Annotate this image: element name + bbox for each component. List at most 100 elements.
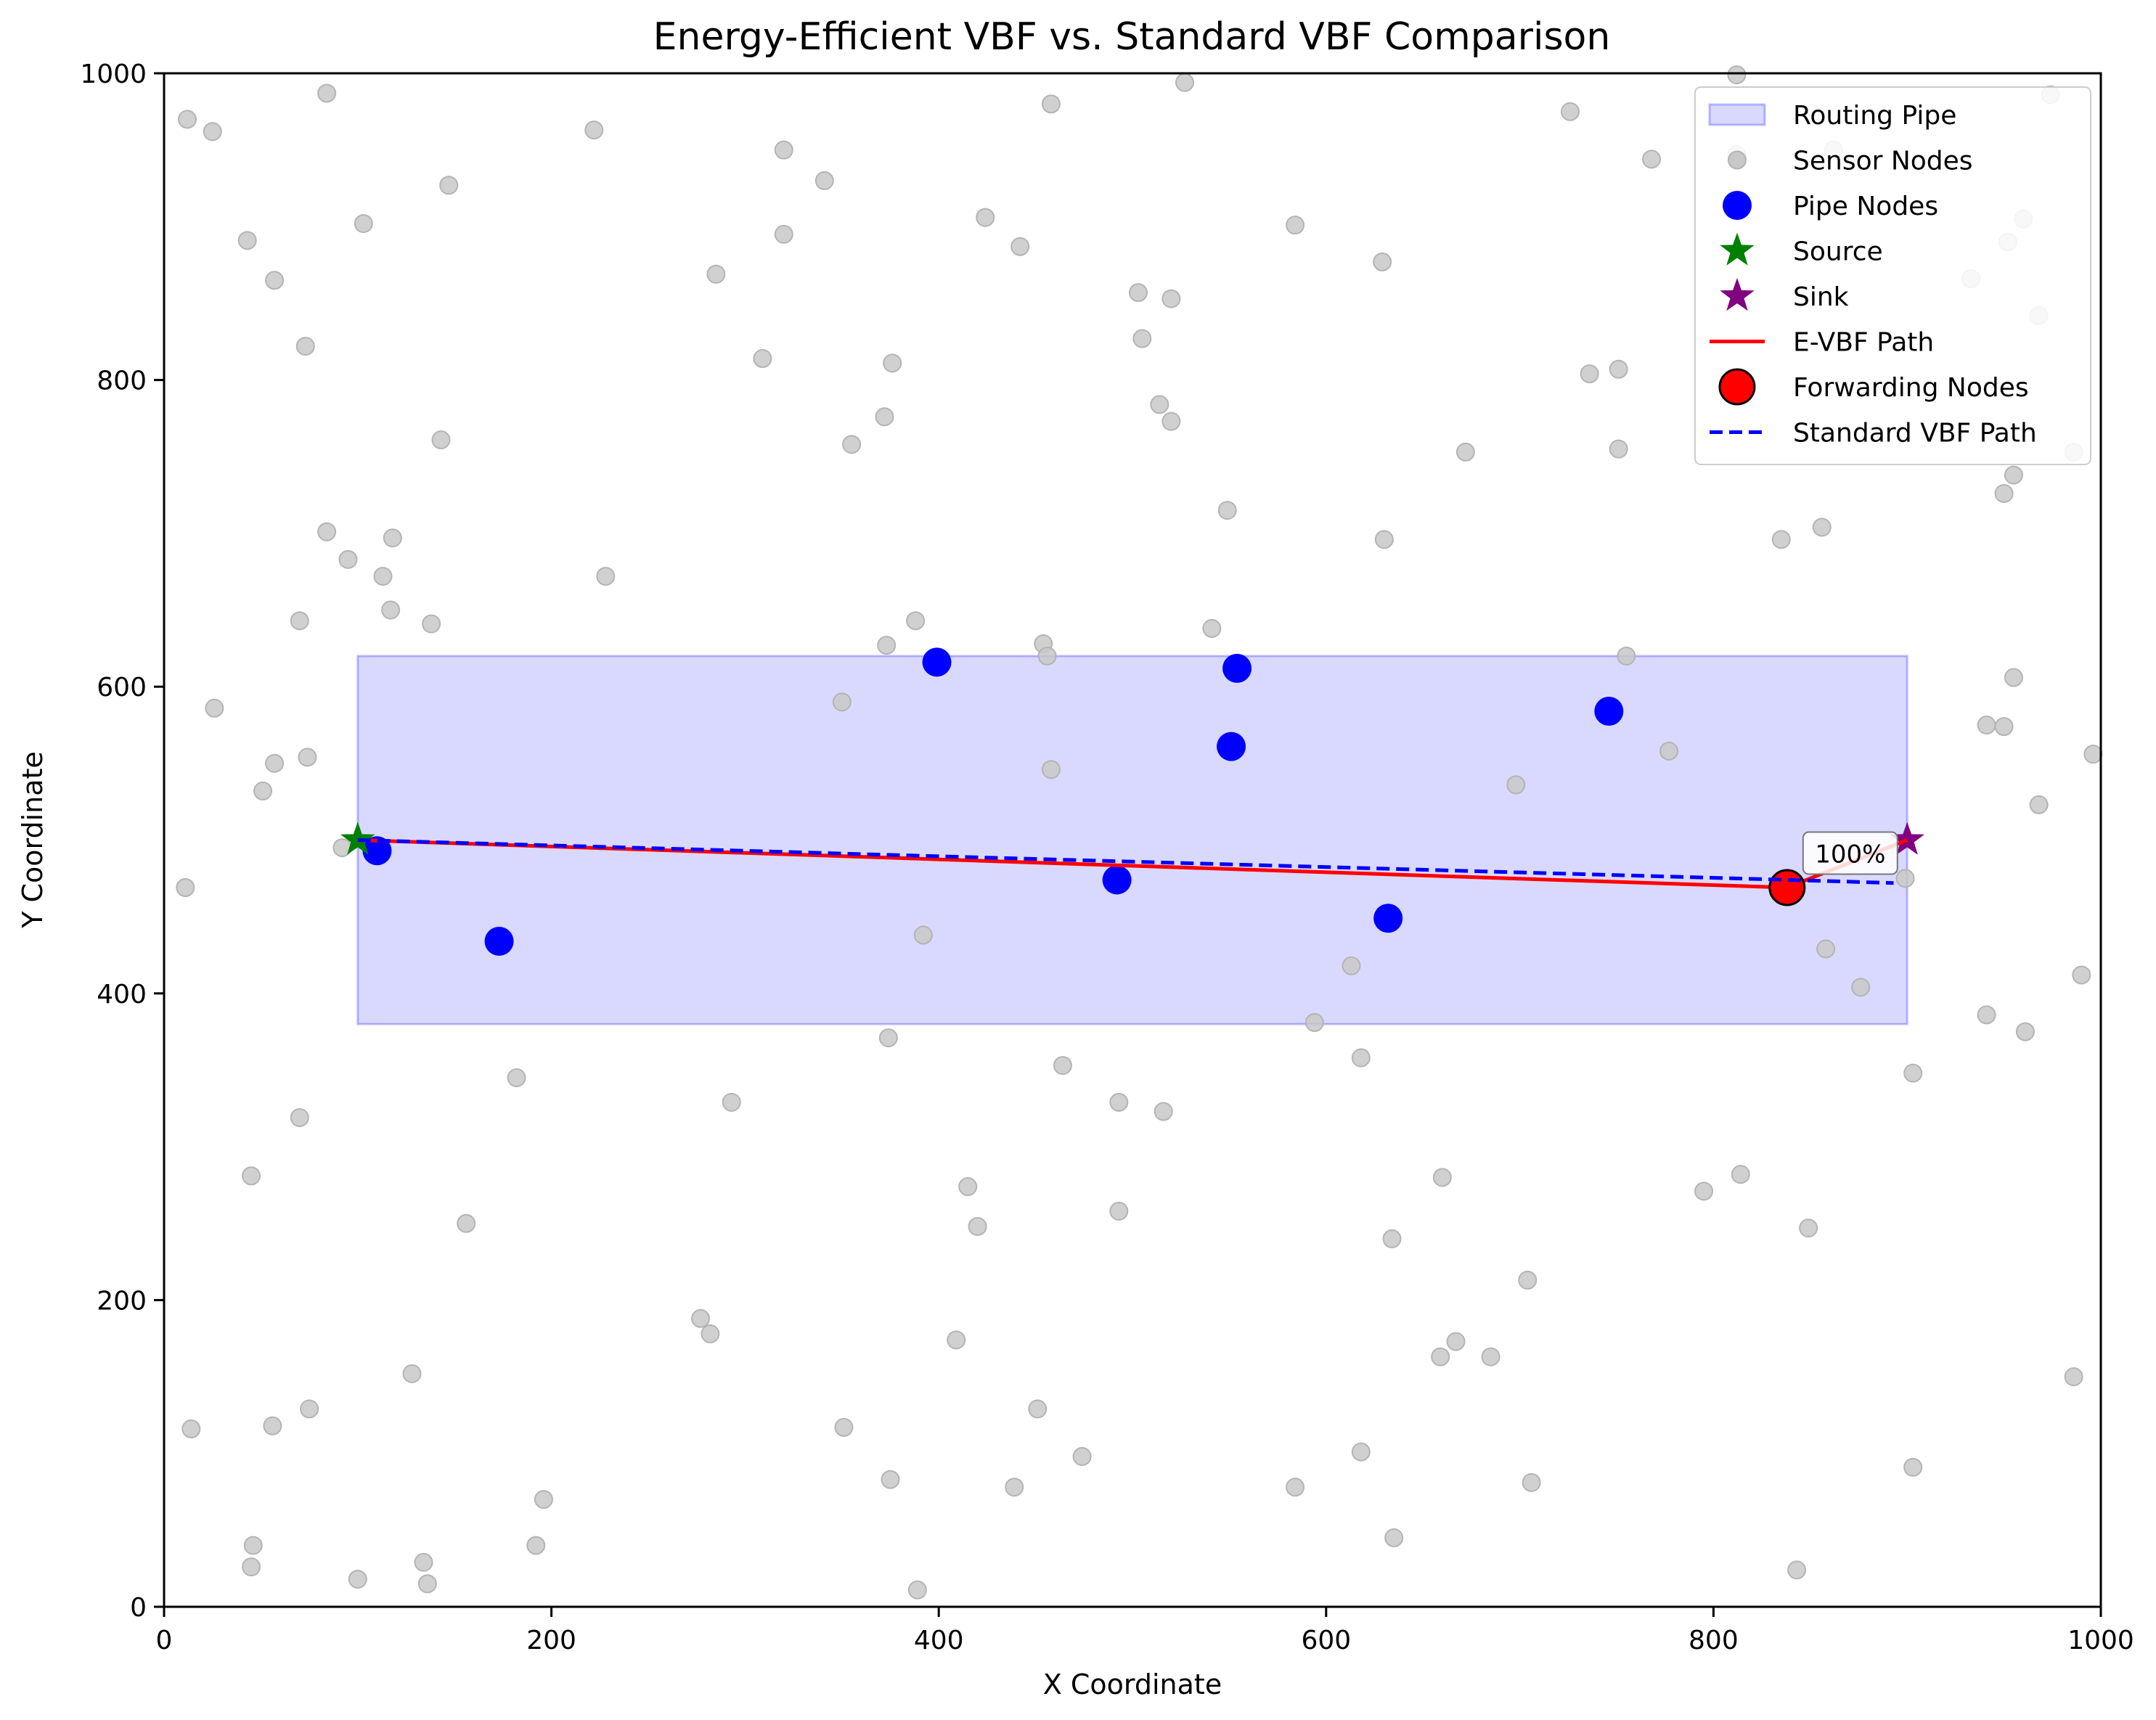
sensor-node bbox=[253, 781, 273, 800]
sensor-node bbox=[2083, 745, 2103, 764]
sensor-node bbox=[1895, 869, 1915, 888]
sensor-node bbox=[205, 698, 224, 718]
sensor-node bbox=[906, 611, 926, 631]
sensor-node bbox=[431, 430, 451, 450]
sensor-node bbox=[1373, 252, 1392, 271]
annotation-box bbox=[1802, 831, 1898, 875]
sensor-node bbox=[958, 1177, 978, 1197]
plot-area: 100% bbox=[176, 65, 2103, 1600]
x-tick-label: 0 bbox=[156, 1626, 173, 1655]
sensor-node bbox=[1812, 517, 1832, 537]
sensor-node bbox=[1053, 1056, 1072, 1076]
sensor-node bbox=[1351, 1442, 1371, 1462]
sensor-node bbox=[1109, 1092, 1129, 1112]
sensor-node bbox=[1041, 760, 1061, 779]
sensor-node bbox=[242, 1557, 261, 1577]
sensor-node bbox=[881, 1470, 900, 1489]
legend-label: Forwarding Nodes bbox=[1793, 373, 2029, 403]
annotation-label: 100% bbox=[1815, 840, 1885, 869]
y-axis-ticks: 0 200 400 600 800 1000 bbox=[80, 60, 164, 1623]
sensor-node bbox=[526, 1536, 546, 1555]
sensor-node bbox=[976, 208, 995, 227]
sensor-node bbox=[1903, 1457, 1923, 1477]
pipe-node bbox=[362, 836, 392, 866]
sensor-node bbox=[298, 748, 317, 767]
pipe-node bbox=[1102, 865, 1132, 895]
legend-label: Routing Pipe bbox=[1793, 101, 1956, 131]
sensor-node bbox=[1384, 1528, 1404, 1547]
sensor-node bbox=[913, 925, 933, 945]
sensor-node bbox=[1816, 939, 1836, 959]
sensor-node bbox=[383, 528, 402, 548]
pipe-node bbox=[1594, 697, 1624, 726]
pipe-node bbox=[1217, 732, 1246, 761]
sensor-node bbox=[439, 176, 459, 195]
sensor-node bbox=[2004, 668, 2023, 687]
sensor-node bbox=[691, 1309, 711, 1328]
sensor-node bbox=[1109, 1201, 1129, 1221]
sensor-node bbox=[722, 1092, 741, 1112]
sensor-node bbox=[1161, 411, 1181, 431]
sensor-node bbox=[1150, 395, 1169, 414]
sensor-node bbox=[381, 600, 401, 620]
legend-label: Sensor Nodes bbox=[1793, 147, 1973, 176]
legend-handle-pipe-nodes bbox=[1723, 191, 1752, 220]
legend-label: Standard VBF Path bbox=[1793, 419, 2037, 449]
sensor-node bbox=[2072, 965, 2091, 985]
sensor-node bbox=[774, 140, 793, 160]
sensor-node bbox=[1799, 1219, 1818, 1238]
sensor-node bbox=[1903, 1063, 1923, 1083]
sensor-node bbox=[1132, 329, 1152, 348]
sensor-node bbox=[402, 1364, 422, 1383]
sensor-node bbox=[1374, 530, 1394, 549]
sensor-node bbox=[417, 1574, 437, 1594]
y-tick-label: 800 bbox=[97, 366, 147, 396]
sensor-node bbox=[1351, 1048, 1371, 1068]
sensor-node bbox=[968, 1216, 987, 1236]
sensor-node bbox=[753, 349, 772, 369]
sensor-node bbox=[834, 1417, 854, 1437]
sensor-node bbox=[1506, 775, 1526, 795]
y-tick-label: 400 bbox=[97, 980, 147, 1010]
sensor-node bbox=[1617, 646, 1636, 666]
sensor-node bbox=[1609, 359, 1628, 379]
sensor-node bbox=[176, 878, 195, 898]
sensor-node bbox=[2029, 795, 2049, 814]
sensor-node bbox=[414, 1552, 433, 1572]
y-tick-label: 600 bbox=[97, 673, 147, 703]
sensor-node bbox=[1977, 1005, 1996, 1025]
sensor-node bbox=[1041, 94, 1061, 114]
sensor-node bbox=[178, 110, 197, 129]
sensor-node bbox=[596, 567, 616, 586]
sensor-node bbox=[1010, 237, 1030, 256]
sensor-node bbox=[883, 353, 902, 373]
vbf-path-line bbox=[357, 838, 1894, 885]
sensor-node bbox=[1659, 741, 1679, 761]
sensor-node bbox=[265, 271, 285, 290]
sensor-node bbox=[1522, 1473, 1541, 1492]
sensor-node bbox=[422, 614, 441, 634]
sensor-node bbox=[354, 214, 373, 234]
sensor-node bbox=[290, 1107, 309, 1127]
x-tick-label: 1000 bbox=[2067, 1626, 2134, 1655]
sensor-node bbox=[832, 692, 852, 712]
sensor-node bbox=[1342, 956, 1361, 975]
sensor-node bbox=[907, 1580, 927, 1600]
sensor-node bbox=[1286, 1478, 1305, 1497]
sensor-node bbox=[1202, 618, 1222, 638]
legend: Routing Pipe Sensor Nodes Pipe Nodes Source… bbox=[1694, 86, 2091, 465]
sensor-node bbox=[1432, 1168, 1452, 1187]
legend-box bbox=[1694, 86, 2091, 465]
chart-title: Energy-Efficient VBF vs. Standard VBF Co… bbox=[653, 15, 1611, 59]
sensor-node bbox=[181, 1419, 201, 1438]
sensor-node bbox=[706, 264, 726, 284]
sensor-node bbox=[2004, 465, 2023, 485]
pipe-node bbox=[922, 647, 952, 677]
x-tick-label: 600 bbox=[1301, 1626, 1351, 1655]
sensor-node bbox=[290, 611, 309, 631]
sensor-node bbox=[877, 636, 897, 655]
sensor-node bbox=[814, 171, 834, 190]
legend-handle-routing-pipe bbox=[1708, 103, 1766, 126]
sensor-node bbox=[1609, 439, 1628, 459]
